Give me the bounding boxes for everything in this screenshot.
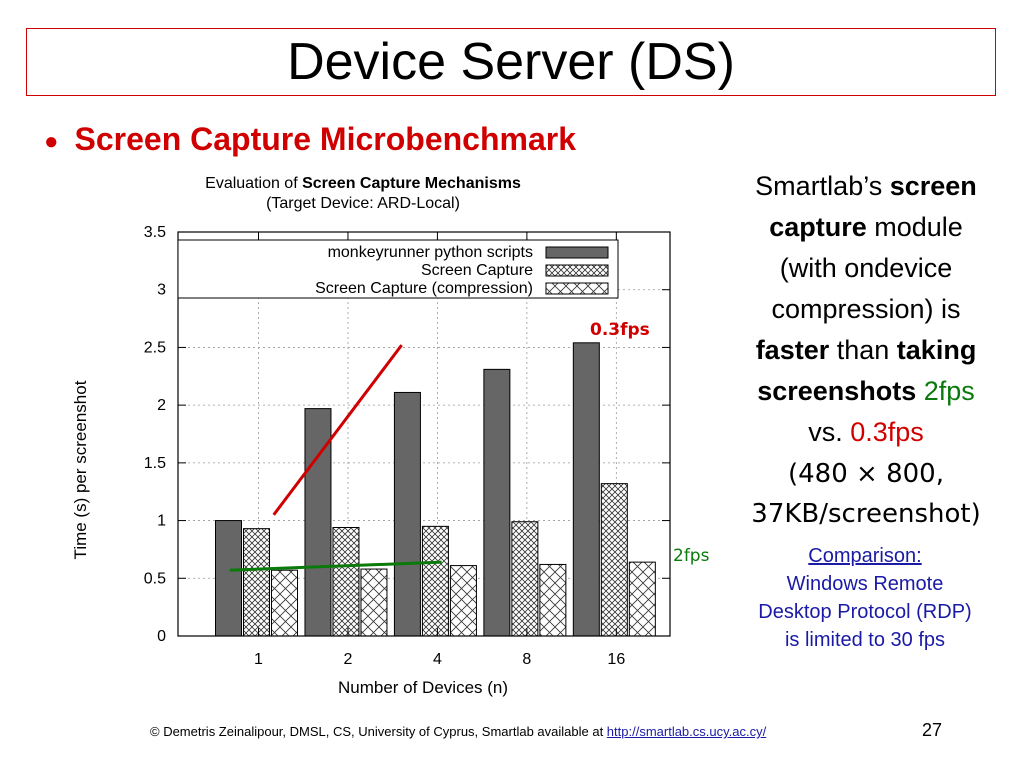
desc-line-2: capture module [716,207,1016,248]
y-tick-label: 3 [157,282,166,299]
bar-1-8 [483,368,511,637]
bar-2-1 [243,528,271,637]
legend-swatch-2 [545,264,609,277]
chart-subtitle: (Target Device: ARD-Local) [266,195,460,212]
bullet-dot-icon: ● [44,127,59,155]
x-tick-label: 16 [607,651,625,668]
bar-2-4 [421,525,449,637]
bar-3-1 [271,569,299,637]
right-description: Smartlab’s screen capture module (with o… [716,166,1016,453]
bar-1-16 [572,342,600,637]
comparison-head[interactable]: Comparison: [808,545,922,567]
bar-2-8 [511,521,539,637]
legend-label-1: monkeyrunner python scripts [328,244,533,261]
desc-line-7: vs. 0.3fps [716,412,1016,453]
bar-3-8 [539,563,567,637]
desc-2b: module [866,212,963,242]
desc-6b: 2fps [916,376,975,406]
bar-3-4 [449,565,477,637]
y-tick-label: 2 [157,397,166,414]
axes: 0 0.5 1 1.5 2 2.5 3 3.5 1 2 4 8 16 [144,224,671,668]
chart-svg: Evaluation of Screen Capture Mechanisms … [71,175,671,697]
desc-5b: than [829,335,897,365]
annotation-0-3fps: 0.3fps [590,320,650,340]
dims-line-2: 37KB/screenshot) [751,499,981,529]
bar-2-16 [600,483,628,637]
trend-line-2fps [229,560,442,572]
bullet-heading: ● Screen Capture Microbenchmark [44,120,576,161]
legend-swatch-3 [545,282,609,295]
desc-line-6: screenshots 2fps [716,371,1016,412]
dims-line-1: (480 × 800, [788,459,944,489]
x-tick-label: 4 [433,651,442,668]
footer: © Demetris Zeinalipour, DMSL, CS, Univer… [150,724,870,739]
desc-1a: Smartlab’s [755,171,890,201]
bar-3-16 [628,561,656,637]
footer-text: © Demetris Zeinalipour, DMSL, CS, Univer… [150,724,607,739]
slide-title: Device Server (DS) [287,33,735,91]
desc-5a: faster [755,335,830,365]
x-tick-label: 2 [344,651,353,668]
desc-5c: taking [896,335,977,365]
bar-3-2 [360,568,388,637]
y-tick-label: 2.5 [144,339,166,356]
x-tick-label: 8 [522,651,531,668]
trend-line-0-3fps [272,344,403,516]
legend-label-2: Screen Capture [421,262,533,279]
desc-line-1: Smartlab’s screen [716,166,1016,207]
page-number: 27 [922,720,943,740]
x-tick-label: 1 [254,651,263,668]
desc-line-3: (with ondevice [779,253,953,283]
plot-frame [177,231,671,637]
desc-line-5: faster than taking [716,330,1016,371]
desc-7a: vs. [808,417,851,447]
legend-swatch-1 [545,246,609,259]
y-tick-label: 1 [157,513,166,530]
bars [215,342,656,637]
bar-1-4 [393,391,421,637]
desc-7b: 0.3fps [850,417,924,447]
chart-title-bold: Screen Capture Mechanisms [302,175,521,192]
desc-2a: capture [769,212,867,242]
chart: Evaluation of Screen Capture Mechanisms … [60,165,700,705]
bullet-text: Screen Capture Microbenchmark [74,121,577,157]
desc-6a: screenshots [757,376,917,406]
comparison-note: Comparison: Windows Remote Desktop Proto… [720,542,1010,654]
y-tick-label: 1.5 [144,455,166,472]
title-box: Device Server (DS) [26,28,996,96]
desc-line-4: compression) is [771,294,961,324]
y-tick-label: 3.5 [144,224,166,241]
comparison-line-3: is limited to 30 fps [784,629,946,651]
footer-link[interactable]: http://smartlab.cs.ucy.ac.cy/ [606,724,767,739]
chart-title-prefix: Evaluation of [205,175,302,192]
legend-box [177,239,619,299]
trend-lines [229,344,442,572]
desc-1b: screen [889,171,977,201]
bar-2-2 [332,526,360,637]
comparison-line-1: Windows Remote [786,573,944,595]
y-axis-label: Time (s) per screenshot [71,380,90,559]
y-tick-label: 0.5 [144,570,166,587]
x-axis-label: Number of Devices (n) [338,678,508,697]
annotation-2fps: 2fps [673,546,710,566]
legend-label-3: Screen Capture (compression) [315,280,533,297]
resolution-info: (480 × 800, 37KB/screenshot) [716,454,1016,534]
y-tick-label: 0 [157,628,166,645]
comparison-line-2: Desktop Protocol (RDP) [758,601,972,623]
bar-1-1 [215,520,243,637]
chart-title: Evaluation of Screen Capture Mechanisms [205,175,521,192]
